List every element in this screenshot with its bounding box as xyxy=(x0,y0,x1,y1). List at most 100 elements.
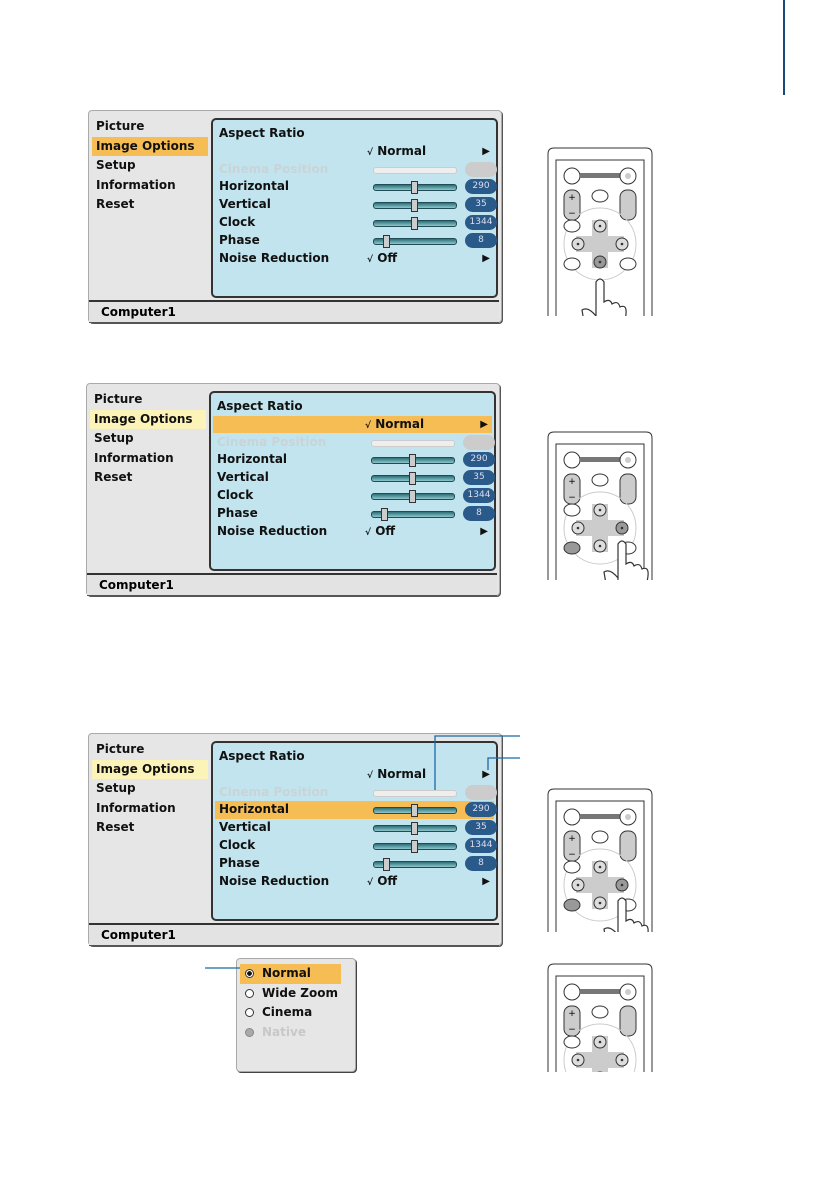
sidebar-item-picture[interactable]: Picture xyxy=(94,392,143,406)
option-value-text: Off xyxy=(377,873,398,888)
slider-knob[interactable] xyxy=(409,454,416,468)
slider-knob[interactable] xyxy=(409,490,416,503)
setting-row[interactable]: Horizontal 290 xyxy=(215,178,497,196)
triangle-right-icon[interactable]: ▶ xyxy=(482,252,490,264)
value-badge: 1344 xyxy=(465,838,497,853)
setting-row[interactable]: Aspect Ratio xyxy=(215,748,494,766)
slider[interactable] xyxy=(373,857,457,871)
sidebar-item-image-options[interactable]: Image Options xyxy=(92,759,208,779)
setting-label: Phase xyxy=(219,232,260,247)
slider-knob[interactable] xyxy=(411,217,418,230)
setting-row[interactable]: √ Normal ▶ xyxy=(215,143,494,161)
sidebar-item-image-options[interactable]: Image Options xyxy=(90,409,206,429)
check-icon: √ xyxy=(365,527,372,538)
check-icon: √ xyxy=(365,420,372,431)
radio-icon[interactable] xyxy=(245,969,254,978)
slider[interactable] xyxy=(371,472,455,486)
svg-text:+: + xyxy=(568,477,576,487)
setting-label: Cinema Position xyxy=(219,784,329,799)
remote-control-icon: +− xyxy=(547,963,653,1072)
sidebar-item-image-options[interactable]: Image Options xyxy=(92,136,208,156)
image-options-panel: Aspect Ratio √ Normal ▶ Cinema Position Hori… xyxy=(209,391,496,571)
setting-row[interactable]: Noise Reduction √ Off ▶ xyxy=(215,873,494,891)
slider-knob[interactable] xyxy=(411,199,418,213)
triangle-right-icon[interactable]: ▶ xyxy=(482,768,490,780)
setting-row[interactable]: Clock 1344 xyxy=(213,487,495,505)
triangle-right-icon[interactable]: ▶ xyxy=(482,145,490,157)
status-bar: Computer1 xyxy=(87,573,497,596)
sidebar-item-reset[interactable]: Reset xyxy=(96,197,135,211)
setting-row[interactable]: Vertical 35 xyxy=(215,819,497,837)
slider[interactable] xyxy=(373,234,457,248)
radio-icon[interactable] xyxy=(245,1027,254,1037)
slider-knob[interactable] xyxy=(411,840,418,853)
slider-knob[interactable] xyxy=(383,857,390,871)
sidebar-item-information[interactable]: Information xyxy=(96,177,176,192)
slider-knob[interactable] xyxy=(411,181,418,195)
setting-row[interactable]: Aspect Ratio xyxy=(213,398,492,416)
sidebar-item-reset[interactable]: Reset xyxy=(94,470,133,484)
slider[interactable] xyxy=(373,199,457,213)
setting-row[interactable]: Cinema Position xyxy=(215,161,497,179)
setting-row[interactable]: Vertical 35 xyxy=(215,196,497,214)
setting-row[interactable]: Noise Reduction √ Off ▶ xyxy=(213,523,492,541)
slider-knob[interactable] xyxy=(381,507,388,521)
setting-row[interactable]: Horizontal 290 xyxy=(215,801,497,819)
setting-row[interactable]: √ Normal ▶ xyxy=(213,415,492,436)
setting-row[interactable]: Clock 1344 xyxy=(215,214,497,232)
slider[interactable] xyxy=(371,454,455,468)
setting-row[interactable]: Phase 8 xyxy=(213,505,495,523)
setting-row[interactable]: Phase 8 xyxy=(215,855,497,873)
setting-row[interactable]: Vertical 35 xyxy=(213,469,495,487)
slider[interactable] xyxy=(371,490,455,503)
setting-row[interactable]: √ Normal ▶ xyxy=(215,766,494,784)
aspect-option-cinema[interactable]: Cinema xyxy=(240,1003,341,1023)
option-value: √ Off xyxy=(365,523,395,543)
svg-text:−: − xyxy=(568,1025,576,1035)
triangle-right-icon[interactable]: ▶ xyxy=(482,875,490,887)
slider[interactable] xyxy=(373,217,457,230)
radio-icon[interactable] xyxy=(245,1008,254,1017)
setting-row[interactable]: Phase 8 xyxy=(215,232,497,250)
triangle-right-icon[interactable]: ▶ xyxy=(480,418,488,430)
radio-icon[interactable] xyxy=(245,988,254,998)
sidebar-item-reset[interactable]: Reset xyxy=(96,820,135,834)
slider[interactable] xyxy=(373,822,457,836)
slider[interactable] xyxy=(373,166,457,174)
slider[interactable] xyxy=(371,439,455,447)
slider[interactable] xyxy=(371,507,455,521)
slider[interactable] xyxy=(373,181,457,195)
slider-knob[interactable] xyxy=(411,822,418,836)
aspect-option-normal[interactable]: Normal xyxy=(240,964,341,984)
slider[interactable] xyxy=(373,804,457,818)
osd-menu: Picture Image Options Setup Information Rese… xyxy=(86,383,500,596)
sidebar-item-picture[interactable]: Picture xyxy=(96,742,145,756)
setting-row[interactable]: Horizontal 290 xyxy=(213,451,495,469)
sidebar-item-information[interactable]: Information xyxy=(96,800,176,815)
svg-text:+: + xyxy=(568,193,576,203)
check-icon: √ xyxy=(367,254,374,265)
value-badge: 290 xyxy=(465,802,497,818)
setting-row[interactable]: Clock 1344 xyxy=(215,837,497,855)
slider-knob[interactable] xyxy=(411,804,418,818)
setting-label: Cinema Position xyxy=(219,161,329,176)
slider-knob[interactable] xyxy=(409,472,416,486)
sidebar-item-setup[interactable]: Setup xyxy=(96,781,136,795)
setting-label: Vertical xyxy=(219,197,271,212)
setting-row[interactable]: Noise Reduction √ Off ▶ xyxy=(215,250,494,268)
option-label: Normal xyxy=(262,966,311,980)
setting-row[interactable]: Aspect Ratio xyxy=(215,125,494,143)
slider-knob[interactable] xyxy=(383,234,390,248)
sidebar-item-setup[interactable]: Setup xyxy=(94,431,134,445)
sidebar-item-information[interactable]: Information xyxy=(94,450,174,465)
sidebar-item-setup[interactable]: Setup xyxy=(96,158,136,172)
aspect-option-native[interactable]: Native xyxy=(240,1023,341,1043)
option-value: √ Normal xyxy=(365,416,424,436)
sidebar-item-picture[interactable]: Picture xyxy=(96,119,145,133)
triangle-right-icon[interactable]: ▶ xyxy=(480,525,488,537)
aspect-option-wide-zoom[interactable]: Wide Zoom xyxy=(240,984,341,1004)
slider[interactable] xyxy=(373,840,457,853)
setting-row[interactable]: Cinema Position xyxy=(215,784,497,802)
slider[interactable] xyxy=(373,789,457,797)
setting-row[interactable]: Cinema Position xyxy=(213,434,495,452)
